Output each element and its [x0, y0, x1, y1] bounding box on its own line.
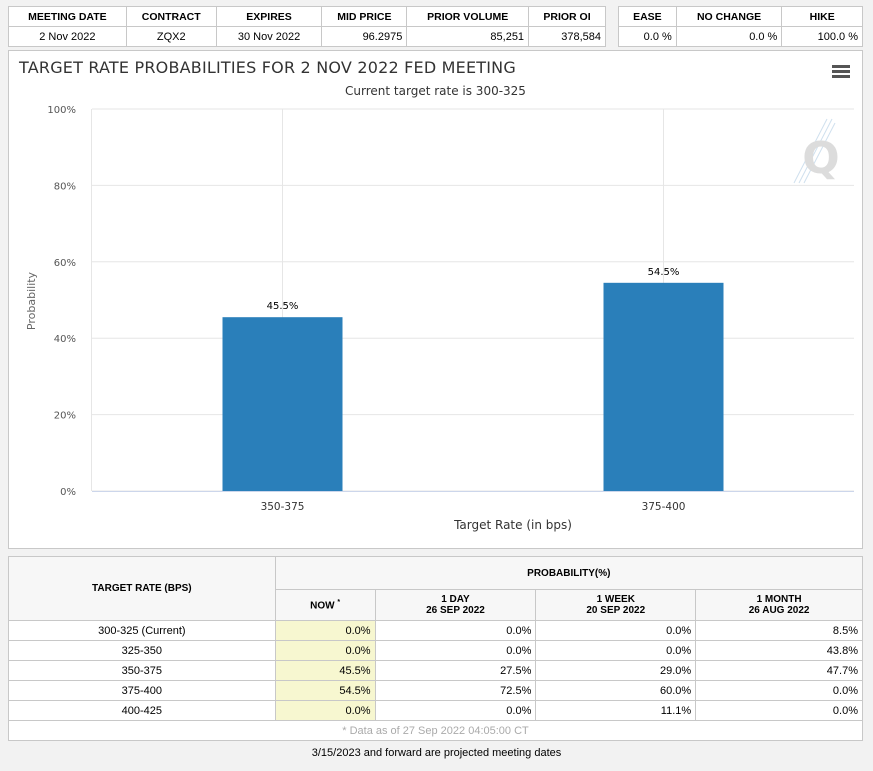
- data-label: 54.5%: [648, 267, 680, 278]
- header-no-change: NO CHANGE: [675, 6, 783, 27]
- now-cell: 0.0%: [274, 640, 376, 661]
- data-label: 45.5%: [267, 301, 299, 312]
- y-tick-label: 80%: [54, 181, 76, 192]
- watermark-letter: Q: [802, 133, 839, 184]
- rate-cell: 325-350: [8, 640, 276, 661]
- footer-note: 3/15/2023 and forward are projected meet…: [311, 747, 562, 759]
- one-month-cell: 8.5%: [695, 620, 863, 641]
- q-logo-icon: Q: [793, 118, 840, 184]
- one-week-cell: 29.0%: [535, 660, 697, 681]
- now-cell: 0.0%: [274, 620, 376, 641]
- rate-cell: 400-425: [8, 700, 276, 721]
- header-prior-volume: PRIOR VOLUME: [406, 6, 530, 27]
- x-tick-label: 350-375: [261, 501, 305, 513]
- chart-title: TARGET RATE PROBABILITIES FOR 2 NOV 2022…: [19, 58, 516, 77]
- header-mid-price: MID PRICE: [321, 6, 408, 27]
- one-week-cell: 11.1%: [535, 700, 697, 721]
- y-axis-title: Probability: [25, 271, 38, 330]
- data-as-of-note: * Data as of 27 Sep 2022 04:05:00 CT: [8, 720, 863, 741]
- table-row: 400-425 0.0% 0.0% 11.1% 0.0%: [8, 700, 863, 721]
- hike-value: 100.0 %: [781, 26, 863, 47]
- contract-value: ZQX2: [125, 26, 217, 47]
- one-day-cell: 27.5%: [374, 660, 537, 681]
- one-week-cell: 0.0%: [535, 620, 697, 641]
- expires-value: 30 Nov 2022: [215, 26, 323, 47]
- y-tick-label: 40%: [54, 334, 76, 345]
- one-month-cell: 0.0%: [695, 680, 863, 701]
- one-week-cell: 0.0%: [535, 640, 697, 661]
- x-tick-label: 375-400: [642, 501, 686, 513]
- y-tick-label: 20%: [54, 411, 76, 422]
- one-day-cell: 0.0%: [374, 620, 537, 641]
- now-cell: 45.5%: [274, 660, 376, 681]
- header-prior-oi: PRIOR OI: [528, 6, 606, 27]
- header-meeting-date: MEETING DATE: [8, 6, 127, 27]
- bar-375-400: [603, 282, 724, 491]
- header-1-month: 1 MONTH 26 AUG 2022: [695, 589, 863, 621]
- header-expires: EXPIRES: [215, 6, 323, 27]
- header-probability: PROBABILITY(%): [274, 556, 864, 590]
- one-week-cell: 60.0%: [535, 680, 697, 701]
- one-month-cell: 0.0%: [695, 700, 863, 721]
- table-row: 375-400 54.5% 72.5% 60.0% 0.0%: [8, 680, 863, 701]
- now-cell: 0.0%: [274, 700, 376, 721]
- one-month-cell: 47.7%: [695, 660, 863, 681]
- x-axis-title: Target Rate (in bps): [453, 518, 572, 532]
- probability-table: TARGET RATE (BPS) PROBABILITY(%) NOW * 1…: [8, 556, 864, 741]
- table-row: 325-350 0.0% 0.0% 0.0% 43.8%: [8, 640, 863, 661]
- header-target-rate: TARGET RATE (BPS): [8, 556, 276, 621]
- no-change-value: 0.0 %: [675, 26, 783, 47]
- mid-price-value: 96.2975: [321, 26, 408, 47]
- table-row: 350-375 45.5% 27.5% 29.0% 47.7%: [8, 660, 863, 681]
- header-now: NOW *: [274, 589, 376, 621]
- header-1-day: 1 DAY 26 SEP 2022: [374, 589, 537, 621]
- prior-volume-value: 85,251: [406, 26, 530, 47]
- header-ease: EASE: [618, 6, 677, 27]
- header-contract: CONTRACT: [125, 6, 217, 27]
- table-row: 300-325 (Current) 0.0% 0.0% 0.0% 8.5%: [8, 620, 863, 641]
- change-table: EASE NO CHANGE HIKE 0.0 % 0.0 % 100.0 %: [618, 6, 863, 47]
- y-tick-label: 60%: [54, 258, 76, 269]
- one-day-cell: 0.0%: [374, 640, 537, 661]
- header-1-week: 1 WEEK 20 SEP 2022: [535, 589, 697, 621]
- one-day-cell: 0.0%: [374, 700, 537, 721]
- chart-menu-icon[interactable]: [832, 65, 850, 79]
- bar-350-375: [222, 317, 343, 491]
- prior-oi-value: 378,584: [528, 26, 606, 47]
- chart-panel: Q 0% 20% 40% 60% 80% 100% 45.5% 350-375 54.5% 375…: [8, 50, 863, 549]
- y-tick-label: 0%: [60, 487, 76, 498]
- ease-value: 0.0 %: [618, 26, 677, 47]
- one-day-cell: 72.5%: [374, 680, 537, 701]
- contract-table: MEETING DATE CONTRACT EXPIRES MID PRICE …: [8, 6, 606, 47]
- now-cell: 54.5%: [274, 680, 376, 701]
- chart-subtitle: Current target rate is 300-325: [345, 84, 526, 98]
- meeting-date-value: 2 Nov 2022: [8, 26, 127, 47]
- rate-cell: 350-375: [8, 660, 276, 681]
- rate-cell: 300-325 (Current): [8, 620, 276, 641]
- rate-cell: 375-400: [8, 680, 276, 701]
- chart-canvas: Q 0% 20% 40% 60% 80% 100% 45.5% 350-375 54.5% 375…: [25, 105, 854, 532]
- one-month-cell: 43.8%: [695, 640, 863, 661]
- header-hike: HIKE: [781, 6, 863, 27]
- y-tick-label: 100%: [47, 105, 76, 116]
